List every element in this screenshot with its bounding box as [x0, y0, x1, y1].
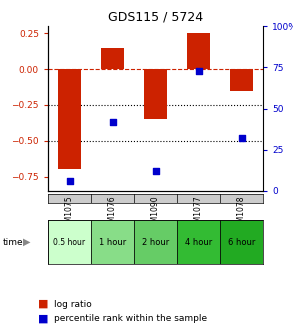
Text: 0.5 hour: 0.5 hour	[53, 238, 86, 247]
Bar	[177, 220, 220, 264]
Bar	[187, 33, 210, 69]
Text: GSM1076: GSM1076	[108, 195, 117, 232]
Text: ■: ■	[38, 299, 49, 309]
Text: ■: ■	[38, 313, 49, 324]
Point	[153, 169, 158, 174]
Bar	[134, 220, 177, 264]
Bar	[58, 69, 81, 169]
Text: GSM1078: GSM1078	[237, 195, 246, 232]
Text: ▶: ▶	[23, 237, 31, 247]
Point	[239, 135, 244, 141]
Bar	[220, 220, 263, 264]
Bar	[144, 69, 167, 119]
Point	[196, 68, 201, 73]
Bar	[101, 47, 124, 69]
Text: GSM1077: GSM1077	[194, 195, 203, 232]
Text: GSM1075: GSM1075	[65, 195, 74, 232]
Text: 1 hour: 1 hour	[99, 238, 126, 247]
Bar	[91, 220, 134, 264]
Title: GDS115 / 5724: GDS115 / 5724	[108, 10, 203, 24]
Point	[110, 119, 115, 124]
Point	[67, 178, 72, 184]
Text: 4 hour: 4 hour	[185, 238, 212, 247]
Text: percentile rank within the sample: percentile rank within the sample	[54, 314, 207, 323]
Bar	[48, 220, 91, 264]
Text: 6 hour: 6 hour	[228, 238, 255, 247]
Bar	[230, 69, 253, 91]
Text: GSM1090: GSM1090	[151, 195, 160, 232]
Text: time: time	[3, 238, 23, 247]
Text: log ratio: log ratio	[54, 300, 92, 308]
Text: 2 hour: 2 hour	[142, 238, 169, 247]
